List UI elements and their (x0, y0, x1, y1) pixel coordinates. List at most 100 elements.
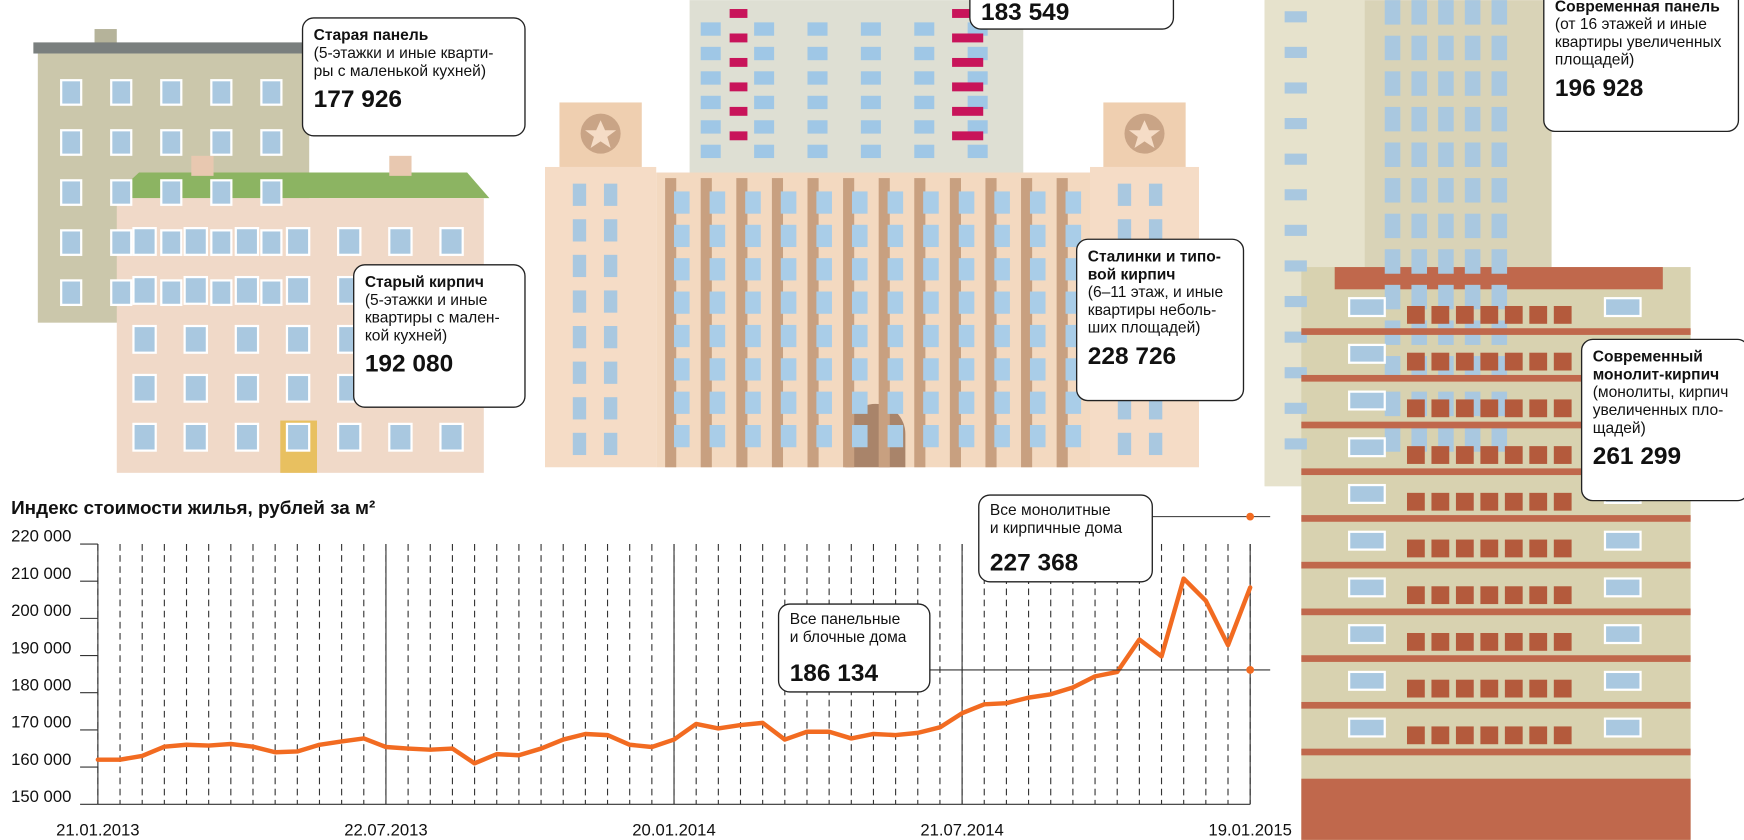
window (754, 120, 774, 133)
chimney (191, 156, 213, 176)
window (1411, 214, 1427, 238)
window (888, 258, 904, 280)
window (1411, 178, 1427, 202)
window (161, 280, 181, 304)
window (604, 255, 617, 277)
window (1438, 178, 1454, 202)
window (816, 325, 832, 347)
annotation-dot (1246, 513, 1254, 521)
window (1529, 493, 1547, 511)
window (236, 228, 258, 255)
window (1605, 719, 1641, 737)
window (287, 277, 309, 304)
window (994, 191, 1010, 213)
window (61, 130, 81, 154)
window (816, 225, 832, 247)
window (1118, 433, 1131, 455)
window (211, 280, 231, 304)
window (1349, 672, 1385, 690)
window (1529, 446, 1547, 464)
window (710, 292, 726, 314)
window (1385, 142, 1401, 166)
window (1554, 680, 1572, 698)
window (807, 96, 827, 109)
window (1465, 107, 1481, 131)
window (1505, 399, 1523, 417)
window (994, 325, 1010, 347)
window (861, 145, 881, 158)
chart: 21.01.201322.07.201320.01.201421.07.2014… (11, 495, 1292, 839)
window (1431, 353, 1449, 371)
window (1030, 258, 1046, 280)
window (1456, 540, 1474, 558)
window (1431, 633, 1449, 651)
window (1407, 726, 1425, 744)
window (1505, 726, 1523, 744)
column (914, 178, 925, 467)
window (1438, 36, 1454, 60)
window (161, 180, 181, 204)
window (1385, 36, 1401, 60)
window (1465, 214, 1481, 238)
window (959, 358, 975, 380)
window (338, 228, 360, 255)
band (1301, 328, 1690, 335)
callout-value: 192 080 (365, 351, 453, 378)
window (674, 425, 690, 447)
window (1529, 633, 1547, 651)
callout-title: вой кирпич (1088, 266, 1176, 283)
y-tick-label: 190 000 (11, 638, 71, 657)
callout-title: Современная панель (1555, 0, 1720, 15)
window (914, 120, 934, 133)
callout-text: щадей) (1593, 420, 1646, 437)
column (985, 178, 996, 467)
window (888, 358, 904, 380)
window (861, 47, 881, 60)
window (1480, 399, 1498, 417)
window (1480, 540, 1498, 558)
window (1385, 427, 1401, 451)
window (338, 424, 360, 451)
window (1030, 325, 1046, 347)
window (959, 392, 975, 414)
window (745, 358, 761, 380)
window (1505, 540, 1523, 558)
window (1605, 298, 1641, 316)
window (816, 425, 832, 447)
window (61, 180, 81, 204)
window (888, 425, 904, 447)
x-tick-label: 20.01.2014 (632, 820, 715, 839)
x-tick-label: 22.07.2013 (344, 820, 427, 839)
window (236, 375, 258, 402)
window (781, 358, 797, 380)
window (1456, 446, 1474, 464)
callout-text: (монолиты, кирпич (1593, 384, 1729, 401)
window (816, 392, 832, 414)
window (923, 358, 939, 380)
window (888, 325, 904, 347)
annotation-text: и кирпичные дома (990, 520, 1123, 537)
window (1605, 672, 1641, 690)
window (1407, 586, 1425, 604)
window (1438, 214, 1454, 238)
window (1285, 11, 1307, 22)
window (994, 258, 1010, 280)
window (1605, 625, 1641, 643)
window (1431, 399, 1449, 417)
y-tick-label: 150 000 (11, 787, 71, 806)
window (211, 230, 231, 254)
window (61, 80, 81, 104)
window (1118, 219, 1131, 241)
window (1456, 306, 1474, 324)
window (701, 145, 721, 158)
window (1465, 249, 1481, 273)
window (1480, 353, 1498, 371)
window (133, 326, 155, 353)
window (959, 225, 975, 247)
window (1505, 353, 1523, 371)
window (1480, 586, 1498, 604)
window (1438, 285, 1454, 309)
callout-text: ры с маленькой кухней) (314, 63, 486, 80)
window (1605, 578, 1641, 596)
window (1431, 306, 1449, 324)
